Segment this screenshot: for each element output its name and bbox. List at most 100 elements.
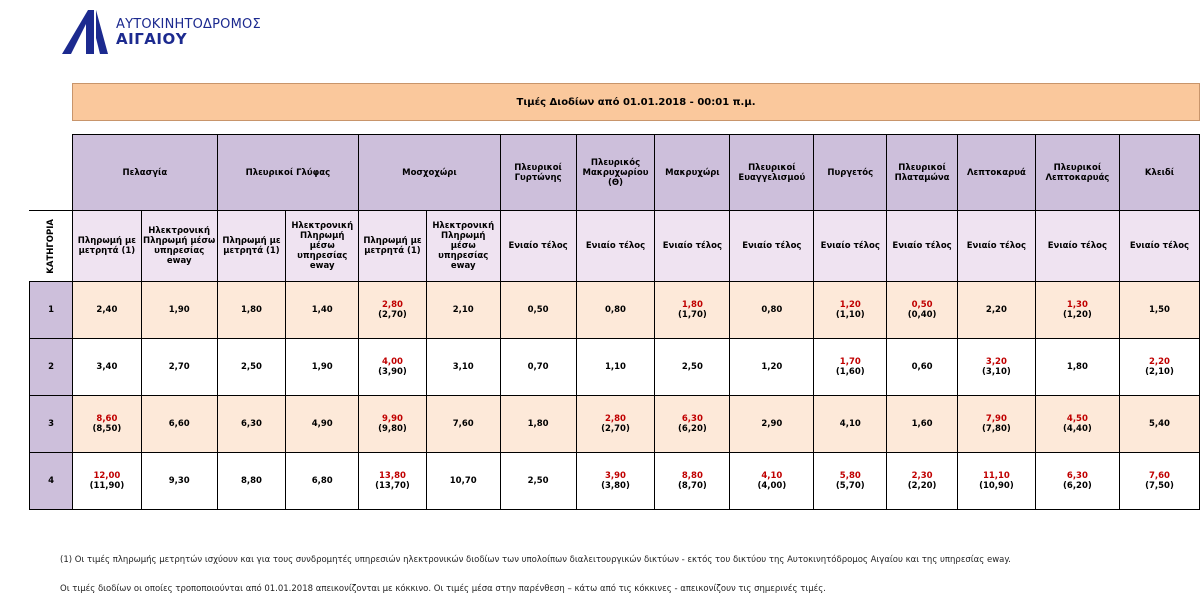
price-value: 2,50 [240,362,262,372]
previous-price: (11,90) [89,481,125,491]
price-value: 9,30 [168,476,190,486]
previous-price: (3,10) [982,367,1011,377]
price-cell: 2,30 (2,20) [886,452,958,510]
price-value: 2,30 [911,471,933,481]
station-header: Πλευρικοί Γυρτώνης [499,134,577,211]
price-value: 0,50 [911,300,933,310]
price-value: 8,80 [681,471,703,481]
price-cell: 3,10 [425,338,501,396]
table-row: 3 8,60 (8,50) 6,60 6,30 4,90 9,90 (9,80) 7,60 1,8… [28,395,1200,453]
previous-price: (1,10) [835,310,865,320]
payment-type-header: Ηλεκτρονική Πληρωμή μέσω υπηρεσίας eway [140,210,218,282]
station-header: Πλευρικοί Πλαταμώνα [886,134,958,211]
price-cell: 2,70 [140,338,218,396]
payment-type-header: Ενιαίο τέλος [886,210,958,282]
price-value: 0,70 [527,362,549,372]
previous-price: (2,10) [1145,367,1174,377]
station-header-row: Πελασγία Πλευρικοί Γλύφας Μοσχοχώρι Πλευρικ… [28,134,1200,211]
payment-type-header: Ενιαίο τέλος [499,210,577,282]
price-value: 2,20 [1148,357,1170,367]
price-cell: 10,70 [425,452,501,510]
price-cell: 4,00 (3,90) [358,338,427,396]
price-value: 2,90 [761,419,783,429]
station-header: Πλευρικός Μακρυχωρίου (Θ) [575,134,656,211]
price-cell: 1,80 (1,70) [654,281,731,339]
price-value: 0,80 [605,305,626,315]
price-cell: 1,10 [575,338,656,396]
price-value: 8,60 [96,414,118,424]
price-value: 13,80 [379,471,406,481]
price-value: 4,00 [381,357,403,367]
price-cell: 6,60 [140,395,218,453]
price-cell: 2,50 [654,338,731,396]
price-cell: 8,60 (8,50) [72,395,142,453]
price-cell: 1,90 [285,338,360,396]
price-value: 6,60 [168,419,190,429]
logo-mark-icon [62,10,108,54]
price-cell: 3,20 (3,10) [956,338,1036,396]
table-row: 2 3,40 2,70 2,50 1,90 4,00 (3,90) 3,10 0,70 1,10 2… [28,338,1200,396]
price-cell: 1,50 [1118,281,1200,339]
station-header: Μοσχοχώρι [358,134,501,211]
price-cell: 0,50 (0,40) [886,281,958,339]
previous-price: (1,60) [835,367,865,377]
price-value: 1,70 [839,357,861,367]
station-header: Πυργετός [813,134,888,211]
price-value: 3,20 [985,357,1007,367]
price-cell: 0,80 [575,281,656,339]
price-value: 1,80 [527,419,549,429]
payment-type-header: Πληρωμή με μετρητά (1) [216,210,287,282]
price-cell: 2,80 (2,70) [575,395,656,453]
price-value: 6,80 [311,476,333,486]
previous-price: (1,70) [678,310,707,320]
price-value: 0,60 [911,362,933,372]
previous-price: (7,50) [1145,481,1174,491]
price-value: 1,20 [839,300,861,310]
price-value: 1,10 [605,362,626,372]
station-header: Πελασγία [72,134,218,211]
price-cell: 1,90 [140,281,218,339]
price-cell: 1,70 (1,60) [813,338,888,396]
page-title: Τιμές Διοδίων από 01.01.2018 - 00:01 π.μ… [72,83,1200,121]
price-cell: 0,80 [729,281,815,339]
previous-price: (8,50) [92,424,122,434]
price-cell: 9,90 (9,80) [358,395,427,453]
price-value: 7,60 [452,419,474,429]
price-value: 3,10 [452,362,474,372]
previous-price: (4,40) [1063,424,1092,434]
price-value: 0,80 [761,305,783,315]
category-cell: 4 [28,452,74,510]
price-value: 4,50 [1066,414,1088,424]
price-cell: 6,30 (6,20) [654,395,731,453]
payment-type-header: Ενιαίο τέλος [729,210,815,282]
blank-corner [28,134,74,211]
price-cell: 8,80 (8,70) [654,452,731,510]
price-value: 2,20 [985,305,1007,315]
payment-type-header: Ηλεκτρονική Πληρωμή μέσω υπηρεσίας eway [285,210,360,282]
price-cell: 1,80 [1034,338,1120,396]
previous-price: (6,20) [1063,481,1092,491]
price-value: 1,80 [681,300,703,310]
price-cell: 1,20 [729,338,815,396]
price-cell: 11,10 (10,90) [956,452,1036,510]
category-label: ΚΑΤΗΓΟΡΙΑ [46,218,57,274]
price-value: 7,90 [985,414,1007,424]
payment-type-header: Ενιαίο τέλος [1118,210,1200,282]
price-value: 2,50 [527,476,549,486]
price-value: 1,40 [311,305,333,315]
footnote-1: (1) Οι τιμές πληρωμής μετρητών ισχύουν κ… [60,555,1011,565]
price-value: 6,30 [681,414,703,424]
price-cell: 0,60 [886,338,958,396]
price-value: 4,10 [839,419,861,429]
price-value: 1,80 [1066,362,1088,372]
price-cell: 4,10 (4,00) [729,452,815,510]
price-cell: 4,10 [813,395,888,453]
price-cell: 2,10 [425,281,501,339]
price-cell: 7,60 [425,395,501,453]
price-cell: 2,20 (2,10) [1118,338,1200,396]
price-value: 5,40 [1148,419,1170,429]
price-value: 7,60 [1148,471,1170,481]
price-value: 1,80 [240,305,262,315]
price-cell: 8,80 [216,452,287,510]
price-cell: 7,90 (7,80) [956,395,1036,453]
